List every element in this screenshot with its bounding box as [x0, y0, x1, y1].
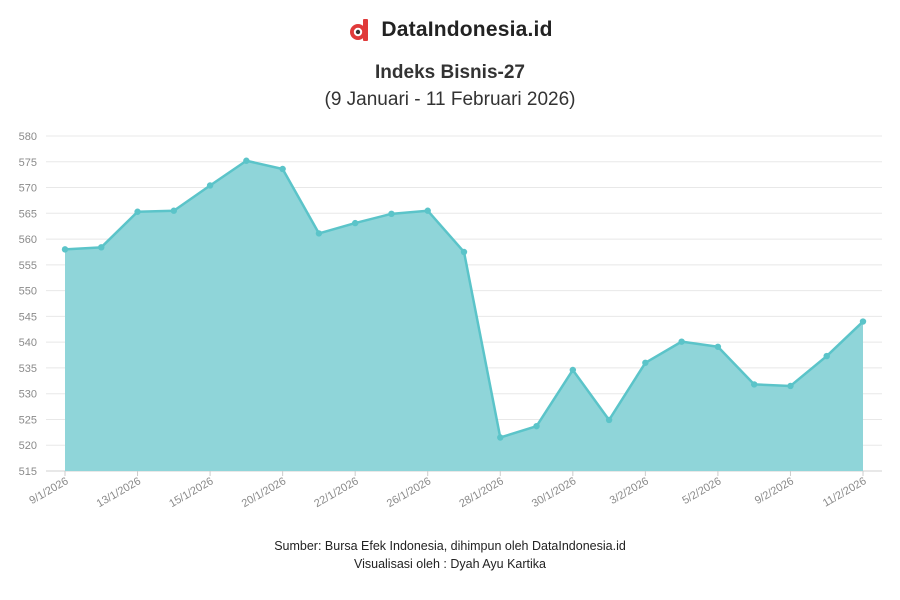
- visualization-credit: Visualisasi oleh : Dyah Ayu Kartika: [353, 557, 546, 571]
- x-tick-label: 9/1/2026: [27, 475, 70, 507]
- data-point: [279, 165, 286, 173]
- y-tick-label: 560: [19, 234, 37, 246]
- y-tick-label: 535: [19, 363, 37, 375]
- chart-title: Indeks Bisnis-27: [375, 62, 525, 83]
- dataindonesia-logo-icon: [350, 19, 369, 41]
- source-note: Sumber: Bursa Efek Indonesia, dihimpun o…: [274, 539, 626, 553]
- y-tick-label: 580: [19, 131, 37, 143]
- y-tick-label: 515: [19, 466, 37, 478]
- x-tick-label: 9/2/2026: [753, 475, 796, 507]
- y-tick-label: 545: [19, 311, 37, 323]
- data-point: [497, 434, 504, 441]
- x-tick-label: 11/2/2026: [821, 475, 869, 509]
- y-tick-label: 530: [19, 389, 37, 401]
- y-tick-label: 555: [19, 260, 37, 272]
- y-tick-label: 520: [19, 440, 37, 452]
- data-point: [460, 248, 468, 256]
- x-tick-label: 13/1/2026: [95, 475, 143, 510]
- data-point: [642, 359, 649, 366]
- x-tick-label: 20/1/2026: [240, 475, 288, 510]
- data-point: [787, 382, 794, 390]
- y-tick-label: 565: [19, 208, 37, 220]
- x-tick-label: 3/2/2026: [608, 475, 651, 507]
- data-point: [206, 182, 214, 189]
- brand-header: DataIndonesia.id: [0, 18, 900, 42]
- data-point: [605, 416, 613, 424]
- x-tick-label: 28/1/2026: [457, 475, 505, 510]
- y-tick-label: 575: [19, 157, 37, 169]
- x-tick-label: 5/2/2026: [680, 475, 723, 507]
- data-point: [533, 422, 540, 430]
- x-tick-label: 15/1/2026: [167, 475, 215, 510]
- data-point: [170, 207, 178, 214]
- chart-subtitle: (9 Januari - 11 Februari 2026): [324, 89, 576, 110]
- data-point: [243, 157, 250, 164]
- data-point: [823, 352, 830, 360]
- y-tick-label: 525: [19, 414, 37, 426]
- data-point: [315, 230, 323, 237]
- x-tick-label: 26/1/2026: [385, 475, 433, 510]
- data-point: [750, 381, 758, 388]
- data-point: [714, 343, 722, 350]
- y-tick-label: 550: [19, 286, 37, 298]
- y-tick-label: 540: [19, 337, 37, 349]
- data-point: [859, 318, 867, 325]
- x-tick-label: 30/1/2026: [530, 475, 578, 510]
- data-point: [424, 207, 431, 214]
- y-tick-label: 570: [19, 183, 37, 195]
- data-point: [678, 338, 685, 345]
- data-point: [61, 246, 69, 253]
- area-fill: [65, 160, 863, 471]
- data-point: [98, 244, 105, 251]
- data-point: [569, 366, 577, 374]
- x-tick-label: 22/1/2026: [312, 475, 360, 510]
- data-point: [388, 210, 395, 218]
- data-point: [134, 208, 141, 215]
- brand-name: DataIndonesia.id: [381, 18, 553, 41]
- data-point: [351, 219, 359, 227]
